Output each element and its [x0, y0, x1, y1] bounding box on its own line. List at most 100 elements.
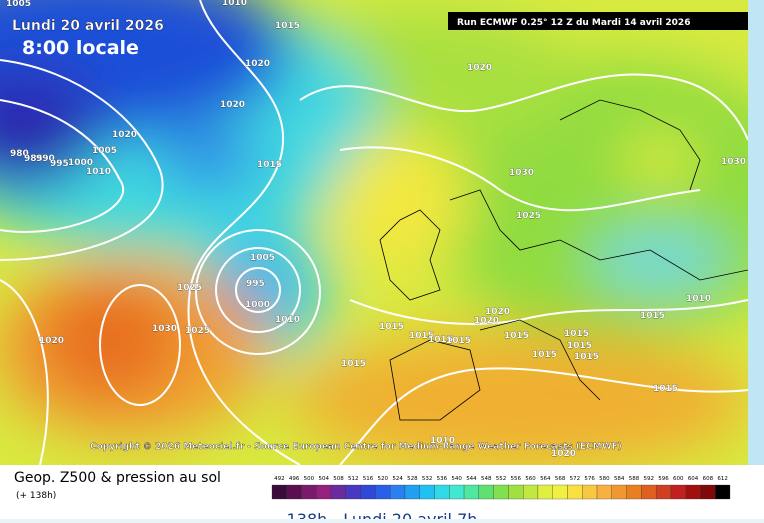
scale-label: 504 [318, 476, 329, 482]
isobar-label: 1010 [430, 436, 455, 446]
scale-swatch [537, 484, 553, 500]
scale-label: 608 [703, 476, 714, 482]
scale-label: 596 [658, 476, 669, 482]
isobar-label: 1015 [379, 322, 404, 332]
scale-label: 532 [422, 476, 433, 482]
isobar-label: 1015 [564, 329, 589, 339]
side-border [748, 0, 764, 465]
scale-swatch [404, 484, 420, 500]
scale-swatch [360, 484, 376, 500]
isobar-label: 1015 [257, 160, 282, 170]
scale-swatch [434, 484, 450, 500]
scale-label: 500 [304, 476, 315, 482]
forecast-time: 8:00 locale [22, 37, 139, 59]
scale-swatch [375, 484, 391, 500]
isobar-label: 995 [246, 279, 265, 289]
isobar-label: 1020 [245, 59, 270, 69]
scale-swatch [301, 484, 317, 500]
scale-swatch [449, 484, 465, 500]
scale-swatch [655, 484, 672, 500]
isobar-label: 1015 [640, 311, 665, 321]
scale-swatch [582, 484, 598, 500]
isobar-label: 1020 [220, 100, 245, 110]
scale-swatch [611, 484, 627, 500]
scale-swatch [478, 484, 494, 500]
map-field [0, 0, 748, 465]
isobar-label: 1005 [92, 146, 117, 156]
isobar-label: 1010 [686, 294, 711, 304]
isobar-label: 1025 [177, 283, 202, 293]
scale-label: 552 [496, 476, 507, 482]
isobar-label: 1015 [428, 335, 453, 345]
legend-title: Geop. Z500 & pression au sol [14, 470, 221, 486]
isobar-label: 1015 [341, 359, 366, 369]
isobar-label: 1005 [250, 253, 275, 263]
isobar-label: 1015 [532, 350, 557, 360]
footer: 138h - Lundi 20 avril 7h [287, 510, 478, 519]
scale-label: 516 [363, 476, 374, 482]
isobar-labels: 1005 101010151020102010201005101098098599… [6, 0, 746, 459]
scale-swatch [567, 484, 583, 500]
scale-label: 564 [540, 476, 551, 482]
scale-label: 544 [466, 476, 477, 482]
scale-label: 520 [378, 476, 389, 482]
scale-label: 588 [629, 476, 640, 482]
scale-swatch [330, 484, 347, 500]
isobar-label: 1020 [551, 449, 576, 459]
color-scale: 492 496 500 504 508 512 516 520 524 528 532 536 540 5… [271, 476, 731, 500]
scale-label: 528 [407, 476, 418, 482]
isobar-label: 1015 [275, 21, 300, 31]
scale-swatch [523, 484, 539, 500]
isobar-label: 1020 [467, 63, 492, 73]
isobar-label: 1000 [68, 158, 93, 168]
scale-label: 524 [392, 476, 403, 482]
scale-label: 572 [570, 476, 581, 482]
run-box [448, 12, 748, 30]
scale-label: 540 [451, 476, 462, 482]
lead-time: (+ 138h) [16, 491, 56, 501]
scale-swatch [463, 484, 479, 500]
legend-panel: Geop. Z500 & pression au sol (+ 138h) 49… [0, 465, 764, 523]
scale-label: 568 [555, 476, 566, 482]
isobar-label: 1020 [485, 307, 510, 317]
scale-swatch [641, 484, 657, 500]
scale-swatch [508, 484, 524, 500]
scale-label: 584 [614, 476, 625, 482]
scale-label: 508 [333, 476, 344, 482]
isobar-label: 1020 [39, 336, 64, 346]
isobar-label: 1030 [721, 157, 746, 167]
isobar-label: 1000 [245, 300, 270, 310]
isobar-label: 980 [10, 149, 29, 159]
isobar-label: 1015 [446, 336, 471, 346]
isobar-label: 990 [36, 154, 55, 164]
scale-label: 512 [348, 476, 359, 482]
isobar-label: 1020 [112, 130, 137, 140]
scale-swatch [493, 484, 509, 500]
scale-swatch [685, 484, 701, 500]
isobar-label: 1015 [409, 331, 434, 341]
isobar-label: 1015 [574, 352, 599, 362]
isobar-label: 1005 [6, 0, 31, 9]
forecast-date: Lundi 20 avril 2026 [12, 18, 164, 34]
scale-swatch [390, 484, 406, 500]
weather-map: 1005 101010151020102010201005101098098599… [0, 0, 764, 465]
scale-label: 496 [289, 476, 300, 482]
scale-swatch [419, 484, 435, 500]
scale-swatch [552, 484, 568, 500]
scale-label: 560 [525, 476, 536, 482]
isobar-label: 1025 [185, 326, 210, 336]
scale-swatch [345, 484, 361, 500]
isobar-label: 1025 [516, 211, 541, 221]
isobar-label: 1015 [504, 331, 529, 341]
isobar-label: 1015 [567, 341, 592, 351]
isobar-label: 1010 [86, 167, 111, 177]
isobar-label: 1010 [222, 0, 247, 8]
scale-label: 612 [717, 476, 728, 482]
scale-label: 536 [437, 476, 448, 482]
scale-label: 600 [673, 476, 684, 482]
scale-label: 492 [274, 476, 285, 482]
isobars [0, 0, 748, 465]
isobar-label: 1015 [653, 384, 678, 394]
scale-swatch [670, 484, 686, 500]
